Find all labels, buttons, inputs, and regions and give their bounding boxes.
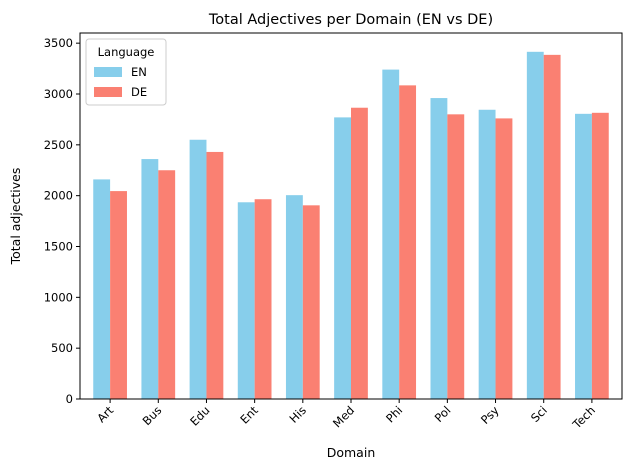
- bar-de-his: [302, 205, 320, 399]
- x-tick-label: Med: [330, 403, 357, 430]
- x-tick-label: Bus: [140, 403, 165, 428]
- bar-de-bus: [158, 170, 176, 399]
- x-tick-label: Edu: [187, 403, 212, 428]
- bar-de-art: [110, 191, 127, 399]
- x-axis-label: Domain: [327, 445, 376, 460]
- bar-de-tech: [591, 112, 609, 399]
- bar-en-bus: [141, 159, 159, 399]
- bars-group: [93, 51, 609, 400]
- y-tick-label: 2000: [44, 189, 73, 203]
- y-tick-label: 500: [51, 341, 73, 355]
- bar-en-ent: [237, 202, 255, 399]
- bar-en-psy: [478, 109, 496, 399]
- x-tick-label: Pol: [432, 403, 454, 425]
- legend-label-de: DE: [131, 85, 147, 99]
- legend-items: EN DE: [94, 65, 147, 99]
- ticks-group: 0 500 1000 1500 2000 2500 3000 3500 Art Bus Edu Ent…: [44, 36, 598, 432]
- legend-label-en: EN: [131, 65, 147, 79]
- x-tick-label: Psy: [478, 403, 502, 427]
- bar-en-his: [285, 195, 303, 399]
- bar-de-edu: [206, 151, 224, 399]
- bar-en-tech: [575, 113, 592, 399]
- bar-en-pol: [430, 98, 448, 400]
- bar-en-edu: [189, 139, 207, 399]
- y-tick-label: 2500: [44, 138, 73, 152]
- x-tick-label: His: [286, 403, 309, 426]
- bar-en-med: [334, 117, 351, 399]
- bar-de-pol: [447, 114, 465, 399]
- chart-title: Total Adjectives per Domain (EN vs DE): [208, 12, 493, 28]
- y-tick-label: 1500: [44, 240, 73, 254]
- legend-title: Language: [98, 45, 155, 59]
- x-tick-label: Art: [94, 403, 116, 425]
- bar-en-phi: [382, 69, 400, 399]
- bar-en-art: [93, 179, 111, 399]
- bar-en-sci: [526, 51, 544, 399]
- legend: Language EN DE: [85, 38, 167, 106]
- bar-de-sci: [543, 54, 561, 399]
- y-axis-label: Total adjectives: [8, 168, 23, 266]
- bar-de-ent: [254, 199, 272, 399]
- y-tick-label: 1000: [44, 290, 73, 304]
- legend-swatch-de: [94, 87, 122, 97]
- legend-swatch-en: [94, 67, 122, 77]
- y-tick-label: 0: [66, 392, 73, 406]
- bar-de-med: [351, 107, 368, 399]
- x-tick-label: Tech: [569, 403, 598, 432]
- y-tick-label: 3500: [44, 36, 73, 50]
- x-tick-label: Phi: [383, 403, 405, 425]
- bar-de-phi: [399, 85, 417, 399]
- y-tick-label: 3000: [44, 87, 73, 101]
- x-tick-label: Ent: [237, 403, 261, 427]
- x-tick-label: Sci: [528, 403, 550, 425]
- bar-de-psy: [495, 118, 513, 400]
